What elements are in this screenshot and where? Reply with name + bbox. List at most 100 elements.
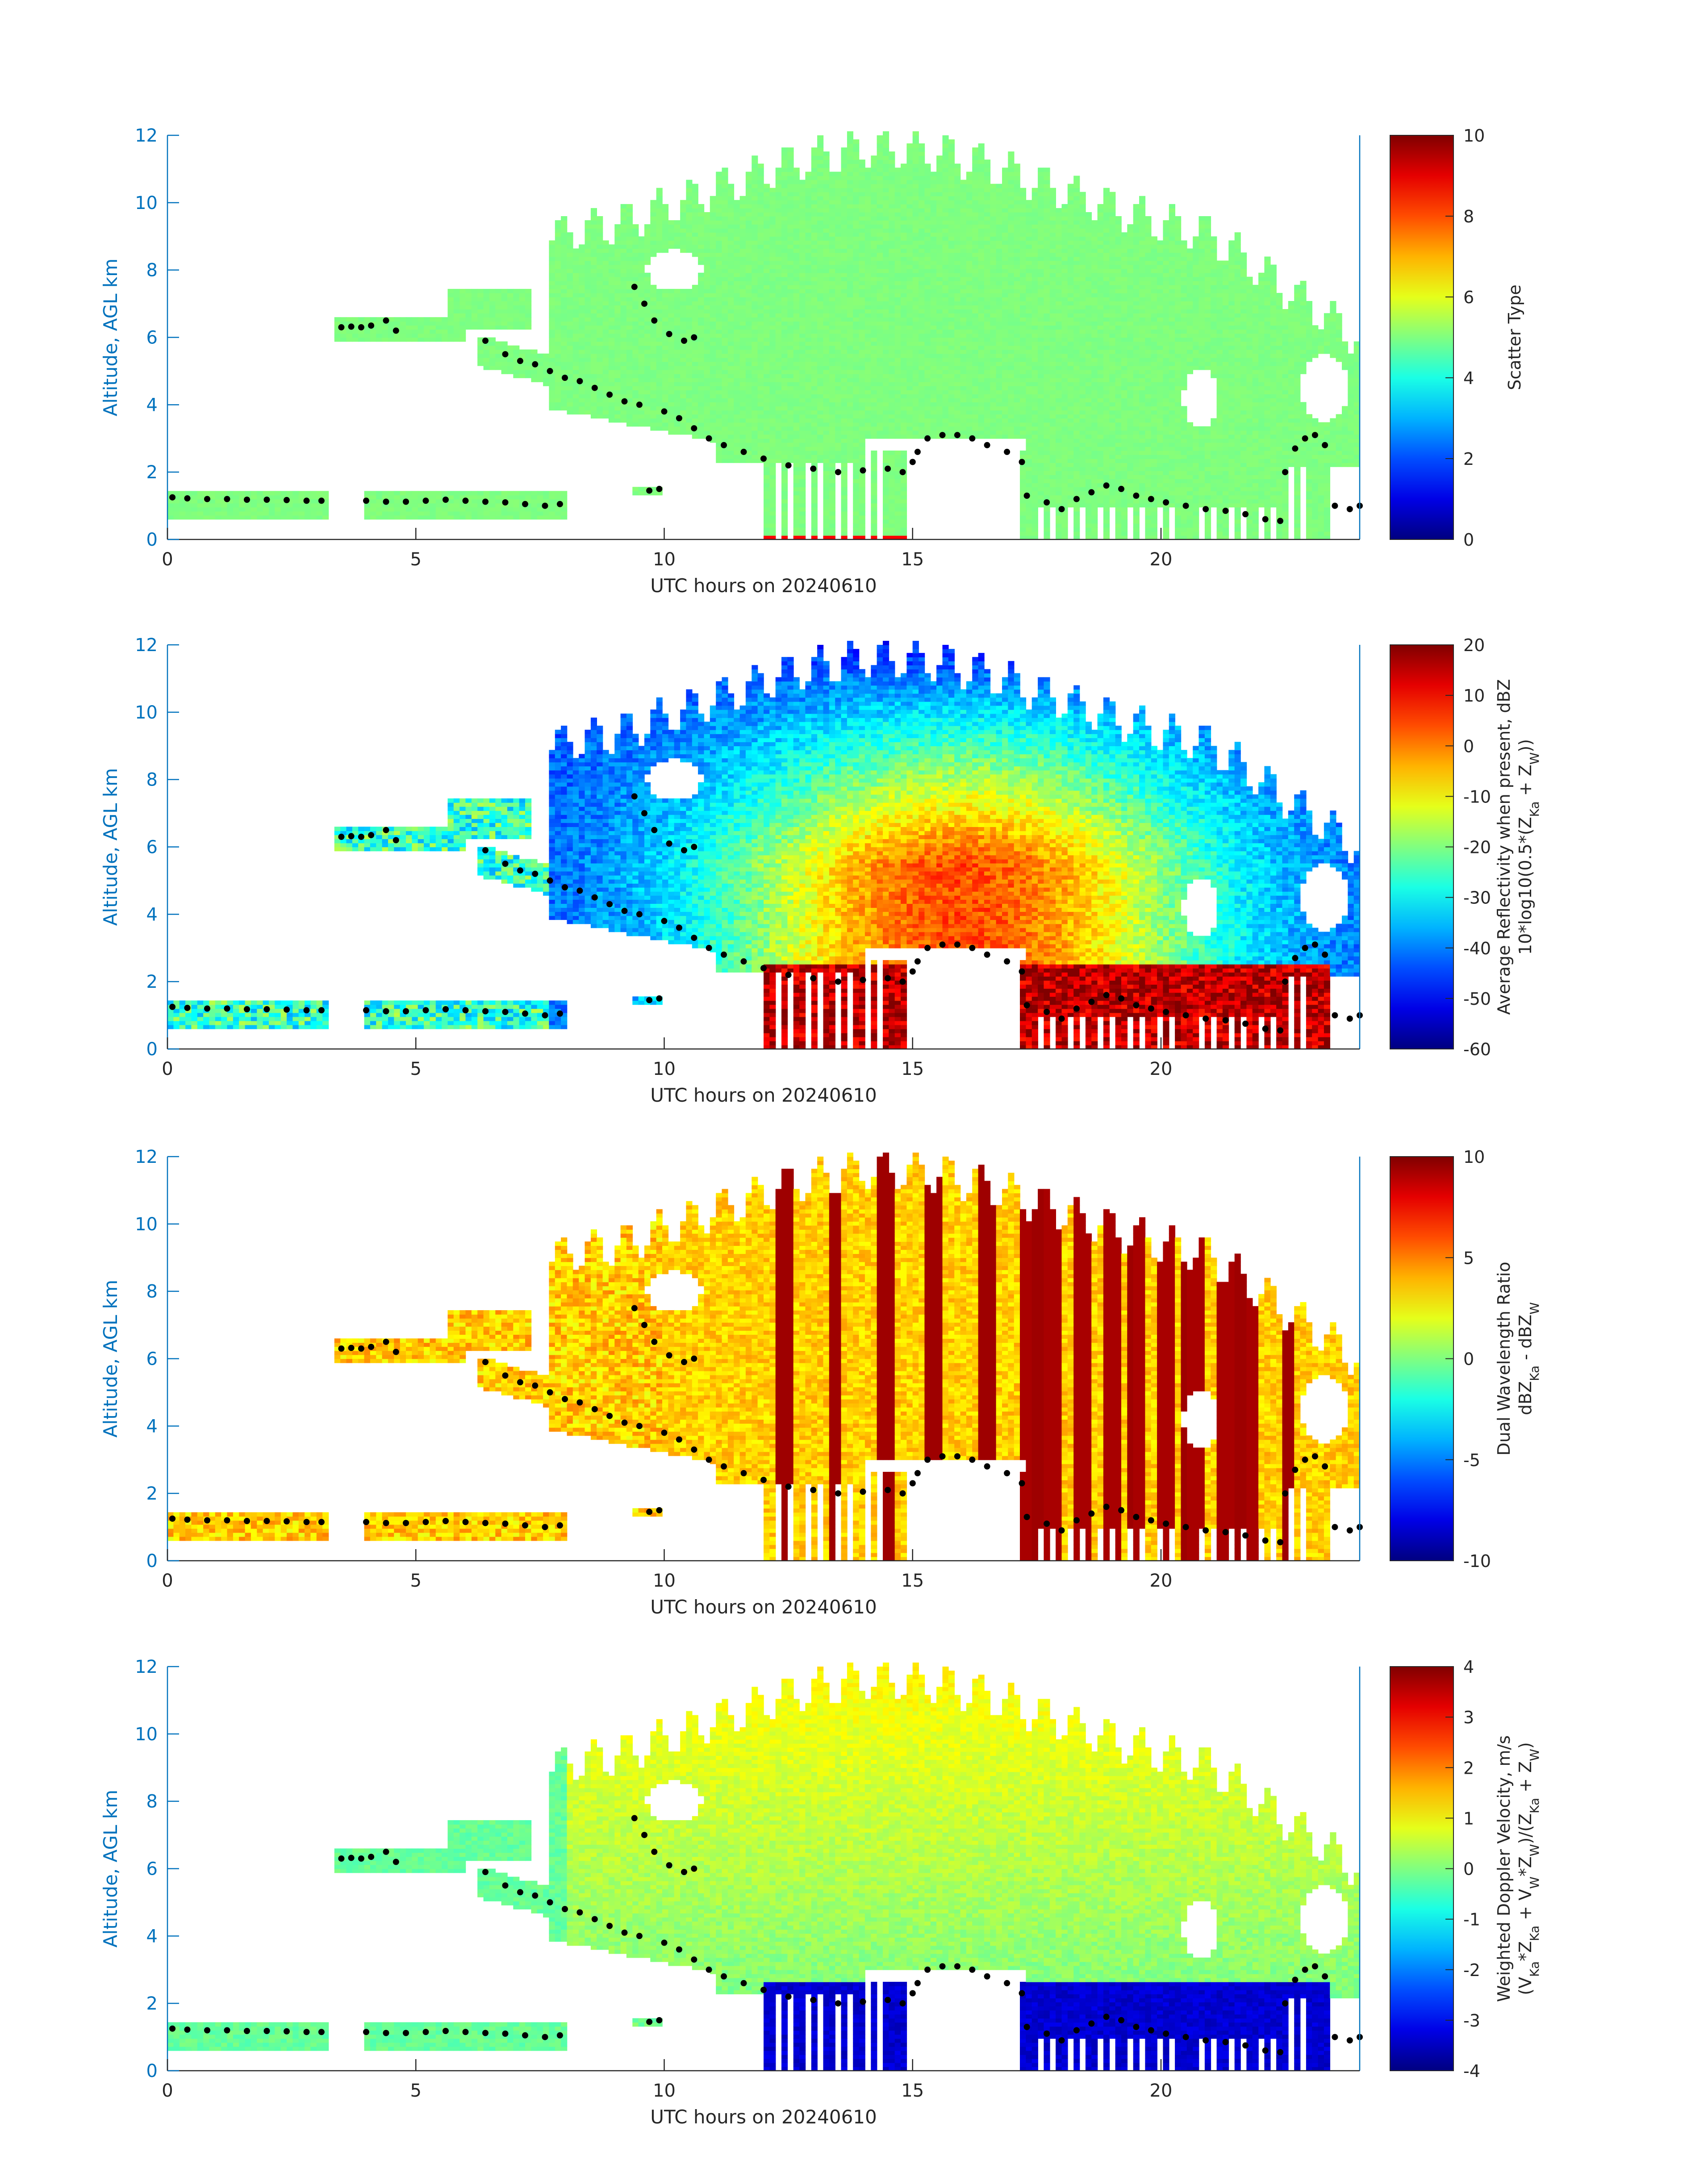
heatmap-cell (722, 212, 728, 217)
heatmap-cell (758, 216, 764, 221)
heatmap-cell (662, 358, 668, 362)
heatmap-cell (835, 184, 841, 188)
heatmap-cell (853, 394, 859, 398)
heatmap-cell (853, 487, 859, 491)
heatmap-cell (448, 511, 454, 516)
heatmap-cell (698, 305, 704, 309)
heatmap-cell (436, 321, 442, 326)
heatmap-cell (811, 406, 818, 410)
heatmap-cell (656, 354, 663, 358)
heatmap-cell (614, 354, 621, 358)
heatmap-cell (859, 180, 865, 184)
heatmap-cell (686, 236, 692, 241)
heatmap-cell (793, 447, 800, 451)
heatmap-cell (573, 354, 579, 358)
heatmap-cell (674, 406, 681, 410)
heatmap-cell (734, 410, 740, 414)
heatmap-cell (877, 338, 883, 342)
heatmap-cell (597, 362, 603, 366)
heatmap-cell (662, 362, 668, 366)
heatmap-cell (793, 426, 800, 431)
heatmap-cell (710, 244, 716, 249)
heatmap-cell (913, 265, 919, 269)
heatmap-cell (698, 418, 704, 423)
heatmap-cell (901, 176, 907, 180)
heatmap-cell (841, 293, 848, 297)
heatmap-cell (454, 293, 460, 297)
heatmap-cell (752, 350, 758, 354)
heatmap-cell (871, 394, 877, 398)
heatmap-cell (829, 273, 835, 277)
heatmap-cell (716, 293, 722, 297)
heatmap-cell (829, 374, 835, 378)
heatmap-cell (632, 350, 639, 354)
heatmap-cell (614, 333, 621, 338)
heatmap-cell (859, 463, 865, 467)
heatmap-cell (507, 317, 514, 322)
heatmap-cell (758, 163, 764, 168)
heatmap-cell (841, 305, 848, 309)
heatmap-cell (698, 338, 704, 342)
heatmap-cell (281, 491, 287, 495)
heatmap-cell (609, 346, 615, 350)
heatmap-cell (585, 402, 591, 406)
heatmap-cell (692, 192, 698, 196)
heatmap-cell (668, 370, 674, 374)
heatmap-cell (901, 329, 907, 334)
heatmap-cell (787, 390, 793, 394)
heatmap-cell (639, 414, 645, 418)
heatmap-cell (764, 277, 770, 281)
heatmap-cell (591, 220, 597, 225)
heatmap-cell (716, 321, 722, 326)
heatmap-cell (448, 321, 454, 326)
heatmap-cell (913, 374, 919, 378)
heatmap-cell (829, 523, 835, 528)
heatmap-cell (621, 342, 627, 346)
heatmap-cell (829, 224, 835, 229)
heatmap-cell (901, 293, 907, 297)
heatmap-cell (549, 244, 555, 249)
heatmap-cell (668, 418, 674, 423)
heatmap-cell (793, 172, 800, 176)
heatmap-cell (829, 499, 835, 504)
heatmap-cell (865, 366, 871, 370)
heatmap-cell (716, 317, 722, 322)
heatmap-cell (877, 192, 883, 196)
heatmap-cell (668, 321, 674, 326)
heatmap-cell (901, 281, 907, 285)
heatmap-cell (477, 305, 484, 309)
heatmap-cell (859, 390, 865, 394)
heatmap-cell (424, 511, 430, 516)
heatmap-cell (871, 155, 877, 160)
heatmap-cell (626, 261, 633, 265)
heatmap-cell (591, 362, 597, 366)
heatmap-cell (579, 252, 585, 257)
heatmap-cell (847, 200, 853, 205)
heatmap-cell (567, 265, 573, 269)
heatmap-cell (758, 167, 764, 172)
heatmap-cell (394, 338, 400, 342)
heatmap-cell (906, 301, 913, 305)
heatmap-cell (644, 248, 651, 253)
heatmap-cell (901, 232, 907, 237)
heatmap-cell (781, 378, 788, 382)
heatmap-cell (799, 180, 806, 184)
heatmap-cell (662, 297, 668, 301)
heatmap-cell (489, 362, 496, 366)
heatmap-cell (787, 418, 793, 423)
heatmap-cell (799, 305, 806, 309)
heatmap-cell (740, 212, 746, 217)
heatmap-cell (799, 220, 806, 225)
heatmap-cell (728, 358, 734, 362)
heatmap-cell (698, 289, 704, 293)
heatmap-cell (853, 463, 859, 467)
heatmap-cell (591, 374, 597, 378)
heatmap-cell (853, 309, 859, 313)
heatmap-cell (591, 354, 597, 358)
heatmap-cell (769, 467, 776, 471)
heatmap-cell (793, 523, 800, 528)
heatmap-cell (728, 281, 734, 285)
heatmap-cell (591, 410, 597, 414)
heatmap-cell (919, 366, 925, 370)
heatmap-cell (859, 515, 865, 520)
